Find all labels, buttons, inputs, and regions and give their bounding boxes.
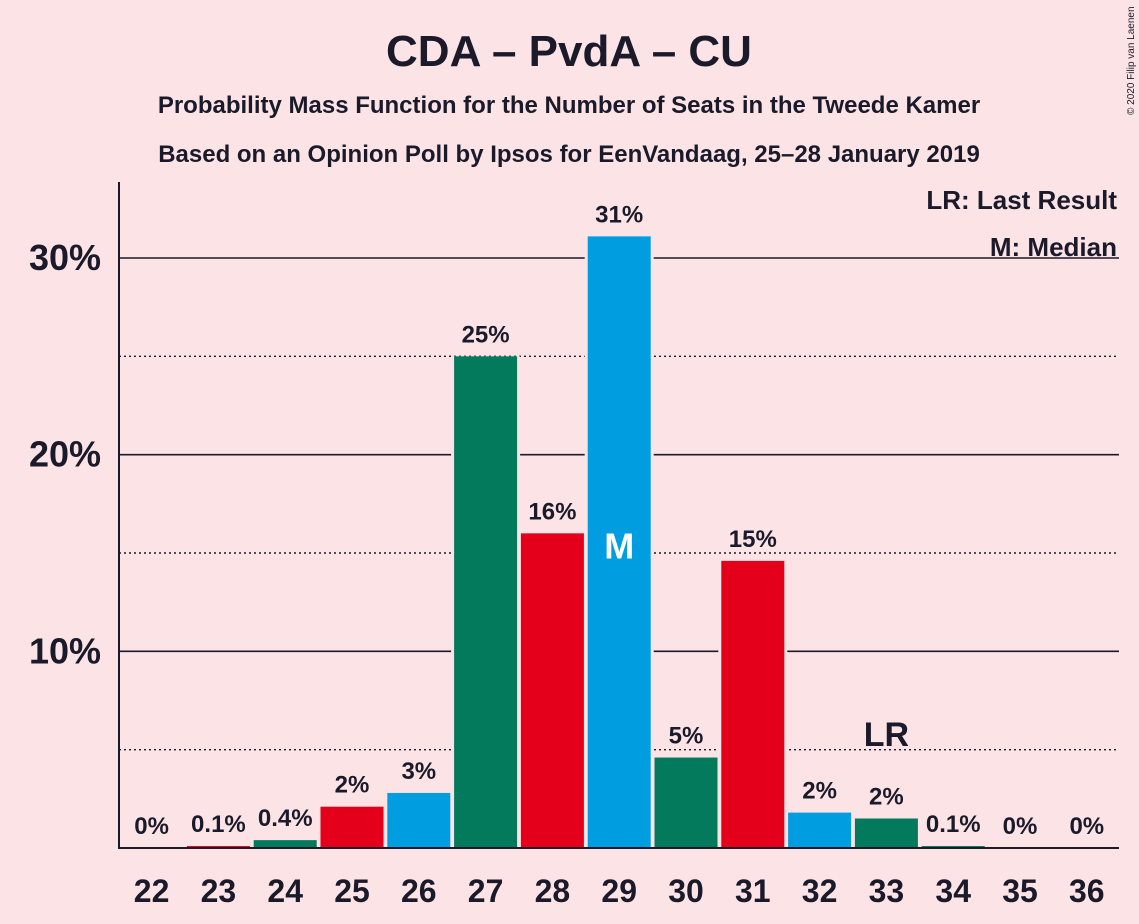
bar-32: [788, 812, 852, 848]
value-label-22: 0%: [134, 813, 169, 840]
bar-24: [253, 840, 317, 848]
x-tick-label-31: 31: [735, 873, 771, 909]
bar-33: [854, 818, 918, 848]
value-label-31: 15%: [729, 526, 777, 553]
value-label-26: 3%: [401, 758, 436, 785]
value-label-33: 2%: [869, 784, 904, 811]
value-label-24: 0.4%: [258, 805, 313, 832]
value-label-28: 16%: [528, 498, 576, 525]
x-tick-label-26: 26: [401, 873, 437, 909]
last-result-marker: LR: [864, 716, 909, 754]
bar-27: [454, 356, 518, 848]
bar-29: [587, 236, 651, 848]
x-tick-label-27: 27: [468, 873, 504, 909]
x-tick-label-29: 29: [601, 873, 637, 909]
bar-26: [387, 792, 451, 848]
x-tick-label-25: 25: [334, 873, 370, 909]
y-tick-label: 30%: [29, 237, 101, 278]
value-label-29: 31%: [595, 201, 643, 228]
x-tick-label-23: 23: [201, 873, 237, 909]
bar-28: [520, 533, 584, 848]
value-label-35: 0%: [1003, 813, 1038, 840]
bar-25: [320, 806, 384, 848]
copyright-notice: © 2020 Filip van Laenen: [1126, 6, 1137, 115]
x-tick-label-30: 30: [668, 873, 704, 909]
value-label-36: 0%: [1069, 813, 1104, 840]
bar-31: [721, 560, 785, 848]
x-tick-label-24: 24: [267, 873, 303, 909]
y-axis: 10% 20% 30%: [29, 182, 1119, 849]
value-label-30: 5%: [669, 723, 704, 750]
x-tick-label-22: 22: [134, 873, 170, 909]
value-label-34: 0.1%: [926, 811, 981, 838]
x-tick-label-28: 28: [535, 873, 571, 909]
value-labels: 0% 0.1% 0.4% 2% 3% 25% 16% 31% M 5% 15% 2% 2% LR 0.1% 0…: [134, 201, 1104, 840]
legend-last-result: LR: Last Result: [926, 185, 1117, 215]
x-tick-label-33: 33: [869, 873, 905, 909]
bars: [183, 236, 988, 848]
value-label-32: 2%: [802, 778, 837, 805]
legend-median: M: Median: [990, 232, 1117, 262]
x-tick-label-36: 36: [1069, 873, 1105, 909]
median-marker: M: [604, 525, 634, 566]
chart-subtitle-1: Probability Mass Function for the Number…: [158, 92, 980, 119]
value-label-23: 0.1%: [191, 811, 246, 838]
chart-subtitle-2: Based on an Opinion Poll by Ipsos for Ee…: [158, 141, 980, 168]
x-axis: 22 23 24 25 26 27 28 29 30 31 32 33 34 35 36: [134, 873, 1105, 909]
chart-title: CDA – PvdA – CU: [386, 27, 752, 76]
bar-30: [654, 757, 718, 848]
y-tick-label: 10%: [29, 630, 101, 671]
value-label-27: 25%: [462, 321, 510, 348]
y-tick-label: 20%: [29, 434, 101, 475]
x-tick-label-35: 35: [1002, 873, 1038, 909]
x-tick-label-34: 34: [935, 873, 971, 909]
x-tick-label-32: 32: [802, 873, 838, 909]
value-label-25: 2%: [335, 772, 370, 799]
